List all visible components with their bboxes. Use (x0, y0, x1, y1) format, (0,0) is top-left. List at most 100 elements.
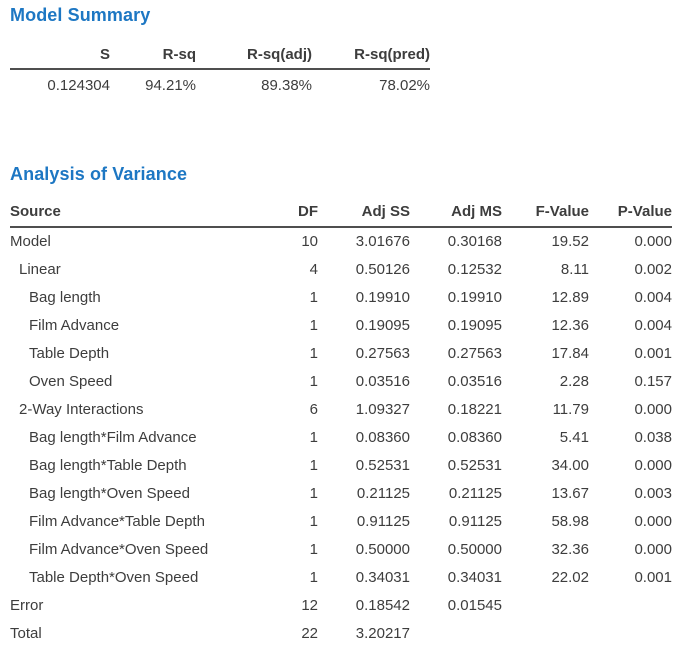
table-row: Bag length 1 0.19910 0.19910 12.89 0.004 (10, 284, 672, 312)
cell-adj-ss: 0.18542 (355, 597, 410, 614)
cell-source: Oven Speed (29, 373, 113, 390)
value-rsq: 94.21% (145, 77, 196, 94)
anova-title: Analysis of Variance (10, 164, 188, 184)
cell-source: Table Depth*Oven Speed (29, 569, 199, 586)
cell-source: Film Advance (29, 317, 120, 334)
cell-adj-ms: 0.52531 (447, 457, 502, 474)
table-row: 2-Way Interactions 6 1.09327 0.18221 11.… (10, 396, 672, 424)
cell-adj-ms: 0.08360 (447, 429, 502, 446)
cell-df: 1 (309, 541, 318, 558)
cell-f-value: 17.84 (551, 345, 589, 362)
table-row: Total 22 3.20217 (10, 620, 672, 648)
cell-source: Bag length*Table Depth (29, 457, 187, 474)
column-header-rsq-pred: R-sq(pred) (312, 46, 430, 70)
cell-p-value: 0.000 (634, 513, 672, 530)
cell-p-value: 0.000 (634, 401, 672, 418)
cell-adj-ms: 0.30168 (447, 233, 502, 250)
cell-f-value: 19.52 (551, 233, 589, 250)
cell-p-value: 0.003 (634, 485, 672, 502)
cell-adj-ms: 0.27563 (447, 345, 502, 362)
cell-adj-ss: 1.09327 (355, 401, 410, 418)
cell-adj-ms: 0.34031 (447, 569, 502, 586)
anova-section: Analysis of Variance Source DF Adj SS Ad… (10, 164, 676, 648)
table-row: Model 10 3.01676 0.30168 19.52 0.000 (10, 227, 672, 256)
cell-df: 1 (309, 289, 318, 306)
cell-p-value: 0.038 (634, 429, 672, 446)
cell-adj-ms (410, 620, 502, 648)
table-row: Film Advance 1 0.19095 0.19095 12.36 0.0… (10, 312, 672, 340)
cell-f-value: 12.89 (551, 289, 589, 306)
model-summary-header-row: S R-sq R-sq(adj) R-sq(pred) (10, 46, 430, 70)
cell-df: 12 (301, 597, 318, 614)
cell-df: 1 (309, 345, 318, 362)
anova-header-row: Source DF Adj SS Adj MS F-Value P-Value (10, 203, 672, 228)
cell-p-value: 0.002 (634, 261, 672, 278)
cell-df: 10 (301, 233, 318, 250)
cell-p-value: 0.157 (634, 373, 672, 390)
table-row: Table Depth 1 0.27563 0.27563 17.84 0.00… (10, 340, 672, 368)
table-row: Error 12 0.18542 0.01545 (10, 592, 672, 620)
cell-source: Table Depth (29, 345, 110, 362)
cell-f-value: 22.02 (551, 569, 589, 586)
cell-adj-ss: 3.20217 (355, 625, 410, 642)
table-row: Film Advance*Table Depth 1 0.91125 0.911… (10, 508, 672, 536)
column-header-rsq: R-sq (110, 46, 196, 70)
cell-p-value: 0.000 (634, 457, 672, 474)
cell-p-value: 0.001 (634, 345, 672, 362)
cell-f-value (502, 592, 589, 620)
cell-adj-ss: 0.50126 (355, 261, 410, 278)
cell-df: 1 (309, 373, 318, 390)
model-summary-table: S R-sq R-sq(adj) R-sq(pred) 0.124304 94.… (10, 46, 430, 94)
column-header-rsq-adj: R-sq(adj) (196, 46, 312, 70)
cell-p-value (589, 592, 672, 620)
cell-adj-ms: 0.18221 (447, 401, 502, 418)
table-row: Film Advance*Oven Speed 1 0.50000 0.5000… (10, 536, 672, 564)
cell-adj-ss: 0.21125 (356, 485, 410, 502)
cell-adj-ms: 0.12532 (447, 261, 502, 278)
cell-df: 1 (309, 457, 318, 474)
cell-source: 2-Way Interactions (19, 401, 144, 418)
cell-df: 1 (309, 317, 318, 334)
cell-adj-ms: 0.19910 (447, 289, 502, 306)
cell-adj-ss: 0.19910 (355, 289, 410, 306)
anova-table-body: Model 10 3.01676 0.30168 19.52 0.000 Lin… (10, 227, 672, 648)
cell-f-value: 32.36 (551, 541, 589, 558)
cell-adj-ss: 3.01676 (355, 233, 410, 250)
value-s: 0.124304 (47, 77, 110, 94)
model-summary-title: Model Summary (10, 5, 151, 25)
cell-source: Linear (19, 261, 61, 278)
cell-f-value: 12.36 (551, 317, 589, 334)
cell-source: Model (10, 233, 51, 250)
cell-df: 1 (309, 569, 318, 586)
cell-adj-ms: 0.19095 (447, 317, 502, 334)
cell-adj-ss: 0.03516 (355, 373, 410, 390)
cell-source: Total (10, 625, 42, 642)
cell-adj-ss: 0.19095 (355, 317, 410, 334)
table-row: Table Depth*Oven Speed 1 0.34031 0.34031… (10, 564, 672, 592)
cell-df: 1 (309, 429, 318, 446)
cell-f-value: 5.41 (559, 429, 589, 446)
cell-source: Error (10, 597, 44, 614)
cell-adj-ss: 0.52531 (355, 457, 410, 474)
anova-table: Source DF Adj SS Adj MS F-Value P-Value … (10, 203, 672, 648)
table-row: Bag length*Table Depth 1 0.52531 0.52531… (10, 452, 672, 480)
cell-p-value (589, 620, 672, 648)
cell-adj-ss: 0.91125 (356, 513, 410, 530)
cell-df: 22 (301, 625, 318, 642)
cell-adj-ms: 0.91125 (448, 513, 502, 530)
table-row: Bag length*Film Advance 1 0.08360 0.0836… (10, 424, 672, 452)
cell-f-value: 58.98 (551, 513, 589, 530)
cell-f-value (502, 620, 589, 648)
cell-p-value: 0.004 (634, 289, 672, 306)
table-row: Oven Speed 1 0.03516 0.03516 2.28 0.157 (10, 368, 672, 396)
cell-p-value: 0.000 (634, 541, 672, 558)
cell-df: 6 (309, 401, 318, 418)
cell-df: 1 (309, 485, 318, 502)
cell-source: Bag length (29, 289, 101, 306)
cell-adj-ss: 0.34031 (355, 569, 410, 586)
column-header-f-value: F-Value (502, 203, 589, 228)
cell-adj-ss: 0.27563 (355, 345, 410, 362)
cell-f-value: 13.67 (551, 485, 589, 502)
cell-f-value: 11.79 (552, 401, 589, 418)
model-summary-value-row: 0.124304 94.21% 89.38% 78.02% (10, 69, 430, 94)
